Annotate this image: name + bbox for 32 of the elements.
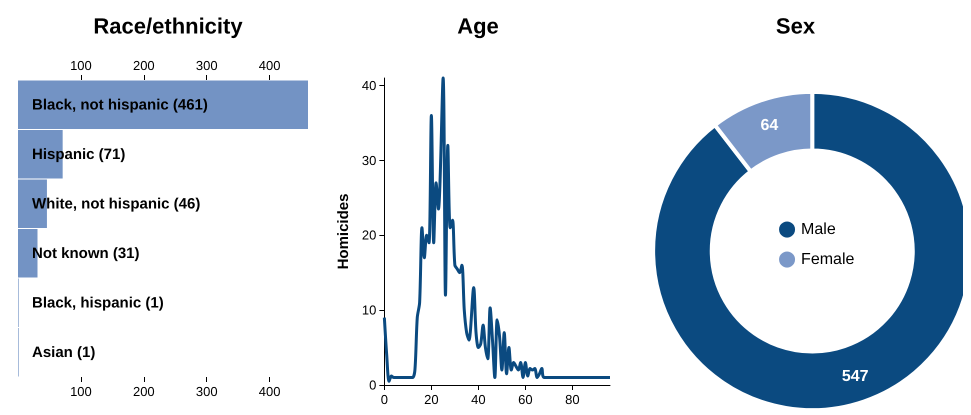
x-tick-label: 80 bbox=[565, 392, 580, 407]
y-tick-label: 30 bbox=[362, 152, 376, 168]
y-tick-label: 20 bbox=[362, 228, 376, 243]
x-tick-label: 300 bbox=[196, 384, 218, 399]
line-series bbox=[382, 76, 612, 383]
x2-tick-label: 400 bbox=[258, 58, 280, 73]
x-tick-label: 100 bbox=[70, 384, 92, 399]
x-tick-label: 200 bbox=[132, 384, 155, 399]
y-axis-title: Homicides bbox=[335, 194, 352, 270]
y-tick-label: Black, hispanic (1) bbox=[32, 294, 164, 312]
x-tick-label: 0 bbox=[380, 392, 388, 407]
y-tick-label: 40 bbox=[362, 78, 376, 93]
x2-tick-label: 300 bbox=[196, 58, 218, 73]
x-tick-label: 60 bbox=[518, 392, 533, 407]
x-tick-label: 20 bbox=[424, 392, 439, 407]
x-tick-label: 40 bbox=[471, 392, 486, 407]
x2-tick-label: 100 bbox=[70, 58, 92, 73]
y-tick-label: Not known (31) bbox=[32, 244, 140, 262]
legend-label: Female bbox=[801, 251, 855, 268]
y-tick-label: Asian (1) bbox=[32, 344, 96, 361]
chart-title: Sex bbox=[776, 14, 816, 38]
chart-title: Age bbox=[457, 14, 499, 38]
y-tick-label: Hispanic (71) bbox=[32, 146, 126, 163]
y-tick-label: 10 bbox=[362, 302, 376, 318]
chart-title: Race/ethnicity bbox=[93, 14, 244, 38]
legend-label: Male bbox=[801, 221, 836, 238]
x2-tick-label: 200 bbox=[132, 58, 155, 73]
x-tick-label: 400 bbox=[258, 384, 280, 399]
data-label: 64 bbox=[760, 116, 778, 134]
y-tick-label: White, not hispanic (46) bbox=[32, 195, 200, 212]
y-tick-label: Black, not hispanic (461) bbox=[32, 96, 208, 114]
data-label: 547 bbox=[842, 368, 869, 386]
